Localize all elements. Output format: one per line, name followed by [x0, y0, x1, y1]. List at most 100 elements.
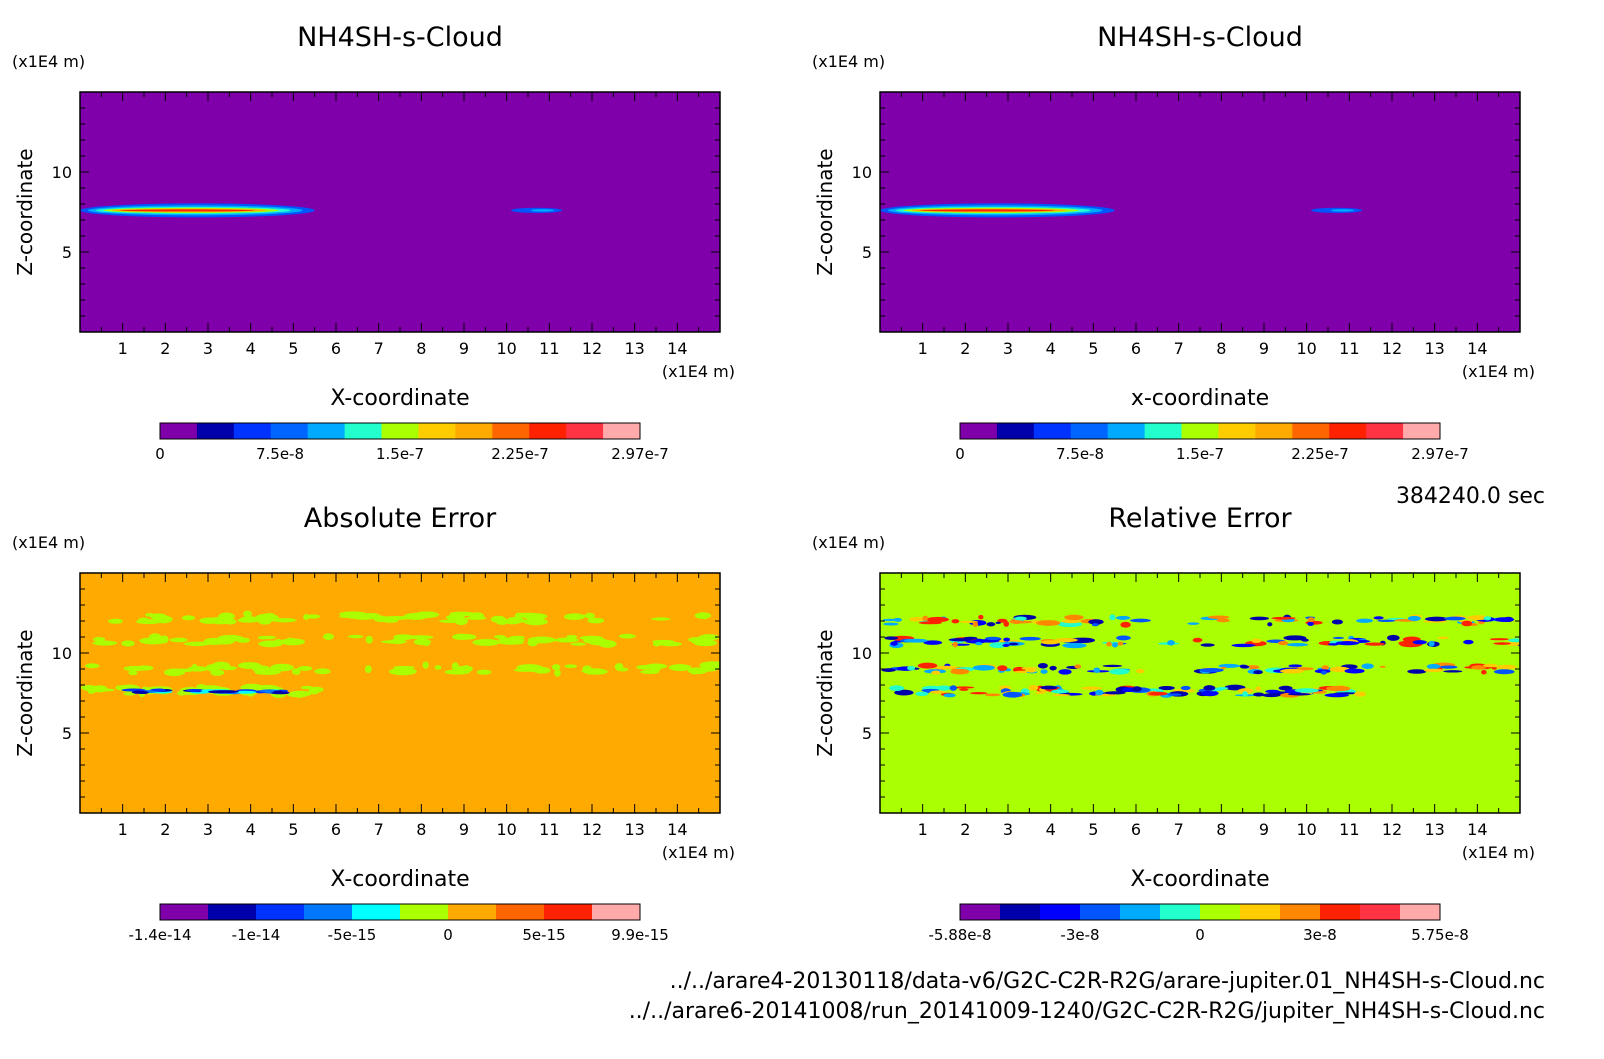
error-patch — [997, 665, 1008, 671]
error-patch — [1424, 616, 1449, 622]
error-patch — [1483, 663, 1498, 668]
error-patch — [308, 686, 324, 693]
x-tick-label: 8 — [416, 820, 426, 839]
error-patch — [1115, 615, 1131, 620]
error-patch — [1443, 616, 1466, 621]
error-patch — [285, 637, 295, 644]
chart-title: Absolute Error — [304, 503, 497, 534]
x-tick-label: 8 — [416, 339, 426, 358]
error-patch — [893, 617, 902, 622]
colorbar-swatch — [1120, 904, 1161, 920]
error-patch — [618, 633, 636, 639]
colorbar-swatch — [960, 423, 998, 439]
x-tick-label: 11 — [539, 339, 559, 358]
error-patch — [1286, 642, 1309, 647]
x-tick-label: 10 — [1296, 820, 1316, 839]
error-patch — [1506, 641, 1520, 647]
error-patch — [1158, 685, 1175, 691]
error-patch — [949, 685, 957, 691]
error-patch — [989, 642, 1007, 649]
x-tick-label: 7 — [1174, 820, 1184, 839]
error-patch — [1307, 617, 1315, 623]
colorbar-label: 9.9e-15 — [611, 926, 669, 944]
colorbar-label: 1.5e-7 — [376, 445, 424, 463]
error-patch — [451, 662, 459, 671]
x-tick-label: 3 — [203, 339, 213, 358]
colorbar-swatch — [1033, 423, 1072, 439]
colorbar-label: 3e-8 — [1303, 926, 1337, 944]
error-patch — [452, 633, 471, 640]
x-tick-label: 2 — [160, 339, 170, 358]
error-patch — [1461, 620, 1473, 627]
error-patch — [570, 642, 586, 646]
x-tick-label: 1 — [118, 339, 128, 358]
error-patch — [507, 616, 524, 622]
x-tick-label: 2 — [960, 339, 970, 358]
colorbar-swatch — [1144, 423, 1183, 439]
error-patch — [1187, 622, 1200, 625]
cloud-band — [920, 209, 1055, 212]
error-patch — [1216, 618, 1230, 623]
error-patch — [651, 617, 671, 621]
error-patch — [917, 662, 938, 669]
error-patch — [1278, 641, 1289, 646]
error-patch-neg — [260, 689, 277, 693]
error-patch — [297, 665, 313, 671]
error-patch — [1095, 689, 1104, 696]
error-patch — [1040, 685, 1058, 690]
error-patch — [668, 664, 692, 672]
error-patch — [1028, 685, 1039, 691]
x-tick-label: 5 — [288, 820, 298, 839]
error-patch — [1132, 686, 1142, 692]
error-patch — [1130, 618, 1151, 623]
error-patch — [1037, 662, 1048, 669]
error-patch — [925, 616, 950, 623]
error-patch — [434, 665, 442, 670]
error-patch — [169, 637, 188, 643]
error-patch — [1167, 640, 1175, 646]
error-patch — [373, 615, 388, 623]
x-tick-label: 6 — [331, 339, 341, 358]
error-patch — [1320, 670, 1327, 675]
error-patch — [951, 619, 960, 624]
colorbar-swatch — [1400, 904, 1441, 920]
x-unit-label: (x1E4 m) — [1462, 843, 1535, 862]
colorbar-swatch — [1070, 423, 1109, 439]
error-patch — [598, 640, 617, 648]
error-patch — [1439, 665, 1458, 669]
error-patch — [1489, 638, 1509, 641]
error-patch — [339, 614, 355, 618]
error-patch — [1036, 620, 1061, 626]
error-patch — [1407, 669, 1427, 674]
error-patch — [1301, 638, 1309, 642]
error-patch — [92, 640, 118, 646]
error-patch — [199, 617, 218, 624]
x-tick-label: 3 — [203, 820, 213, 839]
colorbar-swatch — [1000, 904, 1041, 920]
colorbar-swatch — [1040, 904, 1081, 920]
error-patch — [922, 615, 929, 621]
x-tick-label: 14 — [1467, 820, 1487, 839]
error-patch — [274, 638, 283, 644]
colorbar-label: 7.5e-8 — [256, 445, 304, 463]
y-tick-label: 5 — [862, 243, 872, 262]
x-tick-label: 2 — [960, 820, 970, 839]
x-tick-label: 8 — [1216, 820, 1226, 839]
error-patch — [389, 638, 406, 645]
error-patch — [1054, 637, 1078, 643]
colorbar-label: 0 — [443, 926, 453, 944]
plot-features — [80, 610, 720, 698]
y-unit-label: (x1E4 m) — [812, 533, 885, 552]
colorbar-swatch — [256, 904, 305, 920]
colorbar-label: 1.5e-7 — [1176, 445, 1224, 463]
error-patch — [1379, 665, 1386, 668]
error-patch — [323, 633, 334, 640]
error-patch — [1019, 636, 1041, 641]
error-patch — [1200, 643, 1215, 647]
error-patch — [1237, 688, 1254, 694]
x-tick-label: 5 — [1088, 339, 1098, 358]
panel-bottom-left: Absolute Error(x1E4 m)1 2 3 4 5 6 7 8 9 10 11 12 13 1… — [12, 503, 735, 944]
colorbar-label: 0 — [955, 445, 965, 463]
error-patch — [1136, 668, 1145, 674]
error-patch — [1467, 615, 1490, 621]
